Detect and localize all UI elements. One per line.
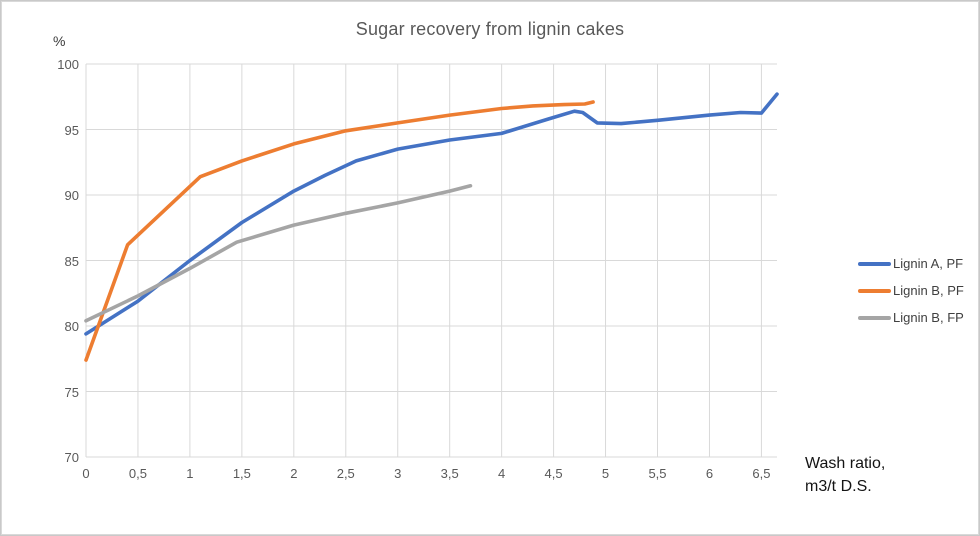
x-tick-label: 6,5: [752, 466, 771, 481]
x-tick-label: 0,5: [128, 466, 147, 481]
legend-label-lignin-a-pf: Lignin A, PF: [893, 256, 964, 271]
y-tick-label: 95: [64, 122, 79, 138]
chart-title: Sugar recovery from lignin cakes: [355, 19, 625, 39]
legend-swatch-lignin-b-pf: [858, 288, 891, 293]
y-tick-label: 80: [64, 319, 79, 334]
y-tick-label: 70: [64, 450, 79, 465]
x-tick-label: 5,5: [648, 466, 667, 481]
series-line-lignin-b-fp: [84, 184, 473, 323]
y-tick-label: 90: [64, 188, 79, 203]
x-tick-label: 2: [290, 466, 298, 481]
legend-label-lignin-b-pf: Lignin B, PF: [893, 283, 964, 298]
x-axis-title: Wash ratio, m3/t D.S.: [805, 452, 885, 498]
x-axis-title-line-1: Wash ratio,: [805, 455, 886, 472]
legend-item-lignin-a-pf: Lignin A, PF: [858, 250, 964, 277]
y-axis-unit-label: %: [53, 33, 66, 49]
x-tick-label: 4: [498, 466, 506, 481]
x-tick-label: 1: [186, 466, 194, 481]
series-line-lignin-a-pf: [84, 92, 779, 336]
x-tick-label: 4,5: [544, 466, 563, 481]
y-tick-label: 85: [64, 253, 79, 269]
legend-swatch-lignin-a-pf: [858, 261, 891, 266]
x-tick-label: 0: [82, 466, 90, 481]
x-axis-title-line-2: m3/t D.S.: [805, 478, 872, 495]
x-tick-label: 3: [394, 466, 402, 481]
legend-item-lignin-b-pf: Lignin B, PF: [858, 277, 964, 304]
x-tick-label: 5: [601, 466, 610, 481]
legend-item-lignin-b-fp: Lignin B, FP: [858, 304, 964, 331]
x-tick-label: 1,5: [232, 466, 251, 481]
legend-swatch-lignin-b-fp: [858, 315, 891, 320]
x-tick-label: 6: [705, 466, 714, 481]
series-line-lignin-b-pf: [84, 100, 595, 362]
x-tick-label: 3,5: [440, 466, 459, 481]
legend-label-lignin-b-fp: Lignin B, FP: [893, 310, 964, 325]
y-tick-label: 75: [64, 384, 79, 400]
x-tick-label: 2,5: [336, 466, 355, 481]
y-tick-label: 100: [57, 57, 79, 72]
legend: Lignin A, PF Lignin B, PF Lignin B, FP: [858, 250, 964, 331]
